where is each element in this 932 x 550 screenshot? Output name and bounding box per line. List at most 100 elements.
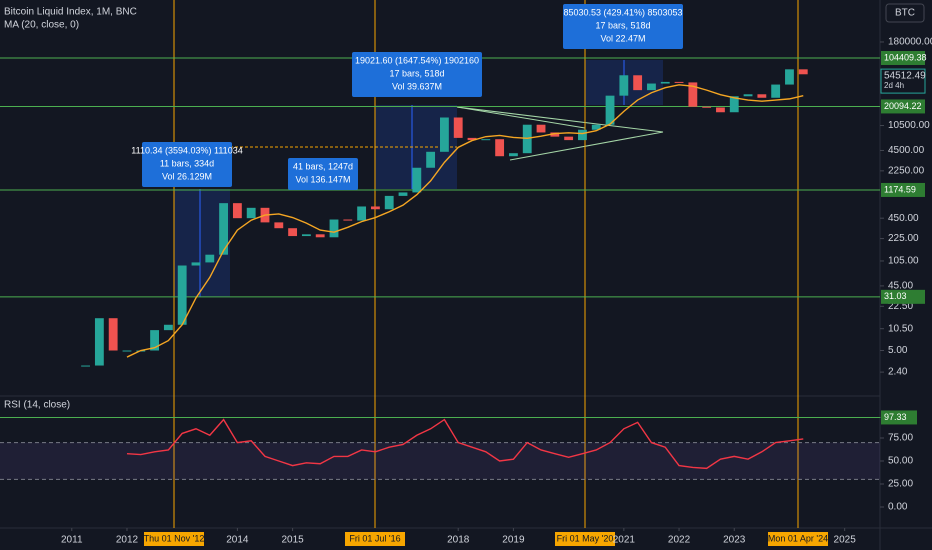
- measure-label-text: Vol 26.129M: [162, 171, 212, 181]
- candle: [619, 75, 629, 96]
- price-tick-label: 10500.00: [888, 120, 930, 131]
- last-price-badge: [880, 68, 926, 94]
- candle: [495, 139, 505, 157]
- time-tick-label: 2014: [226, 535, 249, 546]
- measure-label-box: [288, 158, 358, 190]
- time-tick-label: 2019: [502, 535, 525, 546]
- moving-average-line: [126, 84, 804, 358]
- candle: [564, 136, 574, 141]
- measure-label-text: Vol 136.147M: [295, 174, 350, 184]
- symbol-button[interactable]: [885, 3, 925, 23]
- level-badge: [881, 289, 925, 304]
- measure-label-box: [352, 52, 482, 97]
- candle: [163, 324, 173, 331]
- candle: [315, 234, 325, 238]
- level-badge: [881, 182, 925, 197]
- candle: [398, 192, 408, 196]
- chart-title: Bitcoin Liquid Index, 1M, BNC: [4, 7, 137, 18]
- rsi-tick-label: 25.00: [888, 479, 913, 490]
- candle: [81, 365, 90, 367]
- date-marker-badge: [768, 532, 828, 546]
- measure-label-text: 17 bars, 518d: [389, 68, 444, 78]
- price-tick-label: 2.40: [888, 367, 908, 378]
- candle: [633, 75, 643, 91]
- candle: [481, 139, 491, 141]
- candle: [536, 124, 546, 133]
- rsi-tick-label: 97.33: [884, 412, 907, 422]
- candle: [743, 94, 753, 97]
- time-tick-label: 2022: [668, 535, 691, 546]
- candle: [246, 207, 256, 219]
- time-tick-label: 2023: [723, 535, 746, 546]
- candle: [301, 234, 311, 237]
- candle: [453, 117, 463, 138]
- candle: [191, 262, 201, 266]
- candle: [757, 94, 767, 98]
- candle: [647, 83, 656, 91]
- candle: [467, 137, 477, 141]
- candle: [274, 222, 284, 229]
- candle: [729, 96, 739, 113]
- candle: [357, 206, 367, 221]
- candle: [288, 228, 298, 237]
- date-marker-label: Mon 01 Apr '24: [768, 533, 828, 543]
- candle: [688, 82, 698, 107]
- date-marker-badge: [555, 532, 615, 546]
- measure-label-box: [142, 142, 232, 187]
- time-tick-label: 2011: [61, 535, 83, 546]
- measure-label-text: 41 bars, 1247d: [293, 161, 353, 171]
- candle: [177, 265, 187, 325]
- symbol-button-text[interactable]: BTC: [895, 8, 915, 19]
- price-tick-label: 180000.00: [888, 37, 932, 48]
- rsi-tick-label: 0.00: [888, 502, 908, 513]
- candle: [426, 151, 436, 168]
- candle: [440, 117, 449, 152]
- triangle-line: [456, 106, 586, 129]
- rsi-tick-label: 50.00: [888, 456, 913, 467]
- candle: [798, 69, 808, 75]
- candle: [550, 132, 560, 137]
- level-badge: [881, 99, 925, 114]
- measure-label-text: 11 bars, 334d: [160, 158, 214, 168]
- price-tick-label: 225.00: [888, 233, 919, 244]
- rsi-title: RSI (14, close): [4, 400, 70, 411]
- candle: [578, 129, 587, 141]
- measure-label-text: Vol 39.637M: [392, 81, 442, 91]
- candle: [232, 203, 242, 219]
- measure-label-text: 1110.34 (3594.03%) 111034: [131, 145, 242, 155]
- time-tick-label: 2015: [281, 535, 304, 546]
- candle: [108, 318, 118, 351]
- price-tick-label: 4500.00: [888, 145, 925, 156]
- candle: [591, 124, 601, 130]
- indicator-label: MA (20, close, 0): [4, 20, 79, 31]
- date-marker-label: Fri 01 May '20: [557, 533, 614, 543]
- candle: [660, 81, 670, 84]
- level-label: 20094.22: [884, 101, 922, 111]
- candle: [94, 318, 104, 366]
- measure-label-text: 85030.53 (429.41%) 8503053: [563, 7, 682, 17]
- candle: [329, 219, 339, 238]
- rsi-level-badge: [881, 410, 917, 425]
- level-label: 104409.38: [884, 52, 927, 62]
- measure-label-text: Vol 22.47M: [600, 33, 645, 43]
- time-tick-label: 2018: [447, 535, 470, 546]
- time-tick-label: 2021: [613, 535, 636, 546]
- candle: [150, 330, 159, 351]
- last-price-label: 54512.49: [884, 71, 926, 82]
- candle: [205, 254, 215, 263]
- measure-label-box: [563, 4, 683, 49]
- time-tick-label: 2012: [116, 535, 139, 546]
- date-marker-badge: [345, 532, 405, 546]
- rsi-line: [126, 418, 804, 470]
- candle: [605, 95, 615, 125]
- price-tick-label: 10.50: [888, 323, 913, 334]
- candle: [509, 153, 518, 157]
- level-label: 1174.59: [884, 184, 916, 194]
- candle: [219, 203, 229, 255]
- level-badge: [881, 50, 925, 65]
- rsi-band: [0, 442, 880, 480]
- price-tick-label: 2250.00: [888, 165, 925, 176]
- triangle-line: [509, 131, 664, 161]
- candle: [412, 167, 422, 193]
